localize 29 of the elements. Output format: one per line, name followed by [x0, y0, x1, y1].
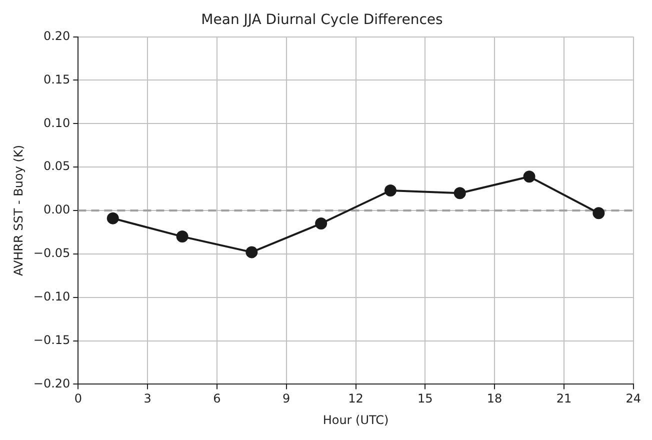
x-tick-label: 6 — [213, 392, 221, 406]
x-tick-label: 9 — [282, 392, 290, 406]
y-tick-label: 0.10 — [43, 116, 70, 130]
x-tick-label: 3 — [144, 392, 152, 406]
point — [315, 218, 328, 230]
x-tick-label: 15 — [418, 392, 433, 406]
y-tick-label: 0.20 — [43, 28, 70, 43]
y-tick-label: −0.15 — [33, 332, 70, 347]
point — [523, 170, 536, 183]
y-tick-label: 0.00 — [43, 202, 70, 217]
point — [176, 230, 188, 243]
x-tick-label: 0 — [74, 392, 82, 406]
y-tick-label: 0.05 — [43, 159, 70, 174]
y-tick-label: −0.10 — [33, 289, 70, 304]
x-tick-label: 18 — [486, 392, 502, 406]
point — [106, 212, 119, 224]
y-tick-label: 0.15 — [43, 72, 70, 86]
chart-title: Mean JJA Diurnal Cycle Differences — [201, 12, 443, 28]
point — [592, 207, 605, 220]
y-tick-label: −0.05 — [33, 246, 70, 260]
y-tick-label: −0.20 — [33, 376, 70, 390]
y-axis-title: AVHRR SST - Buoy (K) — [11, 144, 26, 276]
point — [246, 246, 258, 258]
x-axis-title: Hour (UTC) — [322, 412, 389, 427]
point — [384, 184, 396, 197]
x-tick-label: 24 — [626, 392, 642, 406]
x-tick-label: 21 — [556, 392, 572, 406]
point — [454, 187, 466, 200]
x-tick-label: 12 — [348, 392, 364, 406]
